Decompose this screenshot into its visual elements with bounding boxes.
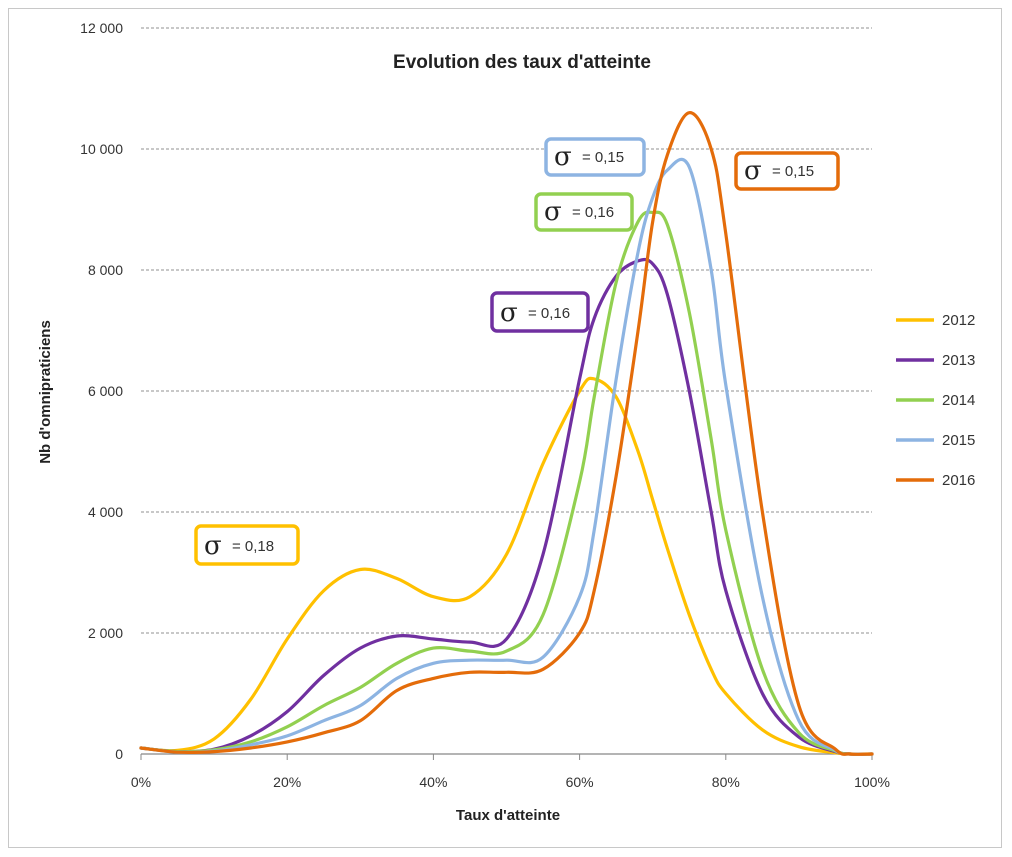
sigma-symbol: σ	[204, 531, 222, 561]
sigma-value: = 0,15	[772, 163, 814, 180]
grid-layer	[141, 27, 872, 755]
series-line-2014	[139, 210, 874, 756]
annotation-box	[534, 192, 634, 232]
y-tick-label: 4 000	[88, 504, 123, 520]
sigma-annotation-2013: σ = 0,16	[490, 291, 590, 333]
x-axis-label: Taux d'atteinte	[456, 807, 560, 824]
legend-label: 2014	[942, 392, 975, 409]
annotation-box	[734, 151, 840, 191]
chart-frame	[8, 8, 1002, 848]
y-tick-label: 12 000	[80, 20, 123, 36]
sigma-annotations: σ = 0,18 σ = 0,16 σ = 0,16 σ = 0,15 σ = 0,15	[194, 137, 840, 566]
x-tick-label: 60%	[566, 774, 594, 790]
y-tick-label: 10 000	[80, 141, 123, 157]
y-tick-label: 0	[115, 746, 123, 762]
sigma-symbol: σ	[744, 156, 762, 186]
sigma-symbol: σ	[500, 298, 518, 328]
x-tick-label: 80%	[712, 774, 740, 790]
series-line-2012	[139, 376, 874, 756]
series-line-2016	[139, 111, 874, 756]
series-line-2015	[139, 157, 874, 756]
sigma-value: = 0,16	[528, 305, 570, 322]
sigma-annotation-2015: σ = 0,15	[544, 137, 646, 177]
sigma-value: = 0,16	[572, 204, 614, 221]
chart-title: Evolution des taux d'atteinte	[393, 52, 651, 73]
y-axis-label: Nb d'omnipraticiens	[37, 320, 54, 464]
sigma-annotation-2012: σ = 0,18	[194, 524, 300, 566]
y-tick-label: 6 000	[88, 383, 123, 399]
x-tick-label: 100%	[854, 774, 890, 790]
sigma-value: = 0,18	[232, 538, 274, 555]
annotation-box	[490, 291, 590, 333]
sigma-annotation-2014: σ = 0,16	[534, 192, 634, 232]
sigma-annotation-2016: σ = 0,15	[734, 151, 840, 191]
sigma-symbol: σ	[554, 142, 572, 172]
legend: 2012 2013 2014 2015 2016	[896, 312, 975, 489]
legend-label: 2013	[942, 352, 975, 369]
x-tick-labels: 0% 20% 40% 60% 80% 100%	[131, 754, 890, 790]
x-tick-label: 40%	[419, 774, 447, 790]
legend-label: 2015	[942, 432, 975, 449]
annotation-box	[544, 137, 646, 177]
x-tick-label: 20%	[273, 774, 301, 790]
series-lines	[139, 111, 874, 756]
series-line-2013	[139, 257, 874, 756]
sigma-symbol: σ	[544, 197, 562, 227]
y-tick-labels: 0 2 000 4 000 6 000 8 000 10 000 12 000	[80, 20, 123, 762]
x-tick-label: 0%	[131, 774, 151, 790]
annotation-box	[194, 524, 300, 566]
y-tick-label: 2 000	[88, 625, 123, 641]
legend-label: 2012	[942, 312, 975, 329]
y-tick-label: 8 000	[88, 262, 123, 278]
sigma-value: = 0,15	[582, 149, 624, 166]
legend-label: 2016	[942, 472, 975, 489]
